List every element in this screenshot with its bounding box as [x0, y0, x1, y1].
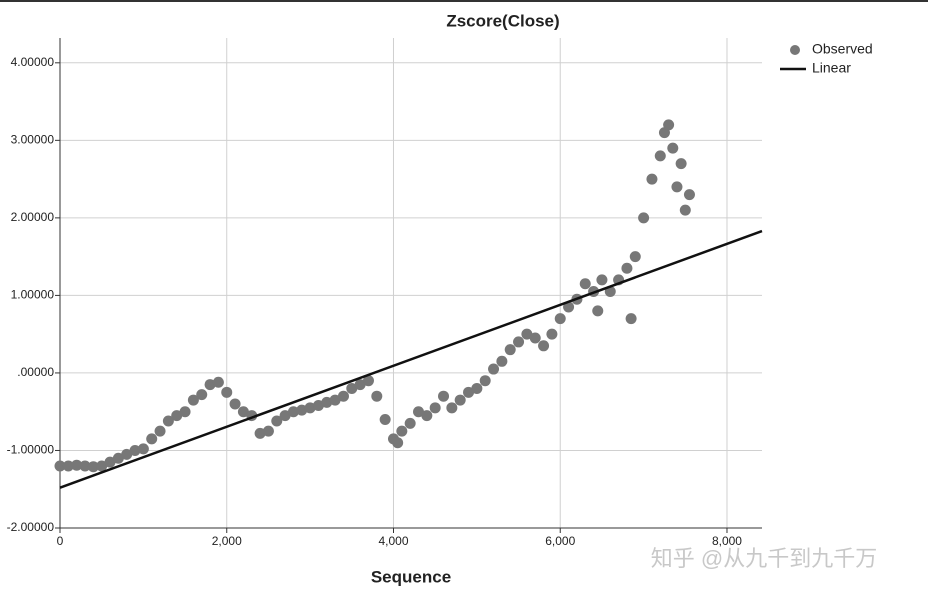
- y-tick-label: -2.00000: [7, 520, 55, 534]
- data-point: [629, 251, 641, 263]
- data-point: [337, 390, 349, 402]
- x-tick-label: 6,000: [545, 534, 575, 548]
- legend-label: Linear: [812, 60, 851, 76]
- data-point: [438, 390, 450, 402]
- data-point: [229, 398, 241, 410]
- data-point: [329, 394, 341, 406]
- data-point: [304, 402, 316, 414]
- data-point: [62, 460, 74, 472]
- data-point: [271, 415, 283, 427]
- data-point: [504, 344, 516, 356]
- data-point: [671, 181, 683, 193]
- data-point: [413, 406, 425, 418]
- data-point: [667, 142, 679, 154]
- data-point: [621, 262, 633, 274]
- data-point: [663, 119, 675, 131]
- data-point: [579, 278, 591, 290]
- legend-marker: [790, 45, 800, 55]
- legend-label: Observed: [812, 41, 873, 57]
- data-point: [129, 444, 141, 456]
- y-tick-label: 1.00000: [11, 288, 55, 302]
- data-point: [654, 150, 666, 162]
- data-point: [596, 274, 608, 286]
- x-tick-label: 2,000: [212, 534, 242, 548]
- y-tick-label: 3.00000: [11, 133, 55, 147]
- data-point: [638, 212, 650, 224]
- data-point: [321, 396, 333, 408]
- data-point: [513, 336, 525, 348]
- data-point: [446, 402, 458, 414]
- data-point: [371, 390, 383, 402]
- data-point: [679, 204, 691, 216]
- data-point: [137, 443, 149, 455]
- data-point: [496, 355, 508, 367]
- data-point: [421, 410, 433, 422]
- data-point: [429, 402, 441, 414]
- data-point: [254, 427, 266, 439]
- data-point: [354, 379, 366, 391]
- data-point: [196, 389, 208, 401]
- data-point: [488, 363, 500, 375]
- y-tick-label: .00000: [17, 365, 54, 379]
- data-point: [112, 452, 124, 464]
- chart-title: Zscore(Close): [446, 11, 559, 30]
- data-point: [683, 189, 695, 201]
- data-point: [362, 375, 374, 387]
- data-point: [675, 158, 687, 170]
- data-point: [479, 375, 491, 387]
- data-point: [554, 313, 566, 325]
- data-point: [454, 394, 466, 406]
- y-tick-label: 2.00000: [11, 210, 55, 224]
- data-point: [187, 394, 199, 406]
- data-point: [179, 406, 191, 418]
- data-point: [646, 173, 658, 185]
- data-point: [162, 415, 174, 427]
- data-point: [563, 301, 575, 313]
- data-point: [54, 460, 66, 472]
- data-point: [463, 386, 475, 398]
- data-point: [204, 379, 216, 391]
- data-point: [104, 456, 116, 468]
- watermark: 知乎 @从九千到九千万: [651, 546, 877, 571]
- x-axis-label: Sequence: [371, 567, 451, 586]
- data-point: [171, 410, 183, 422]
- data-point: [529, 332, 541, 344]
- data-point: [471, 382, 483, 394]
- x-tick-label: 4,000: [378, 534, 408, 548]
- data-point: [146, 433, 158, 445]
- data-point: [521, 328, 533, 340]
- data-point: [121, 448, 133, 460]
- data-point: [396, 425, 408, 437]
- data-point: [87, 461, 99, 473]
- data-point: [212, 376, 224, 388]
- y-tick-label: -1.00000: [7, 443, 55, 457]
- data-point: [392, 437, 404, 449]
- data-point: [346, 382, 358, 394]
- data-point: [96, 460, 108, 472]
- x-tick-label: 8,000: [712, 534, 742, 548]
- data-point: [237, 406, 249, 418]
- data-point: [221, 386, 233, 398]
- data-point: [262, 425, 274, 437]
- fit-line: [59, 229, 763, 489]
- data-point: [546, 328, 558, 340]
- x-tick-label: 0: [57, 534, 64, 548]
- data-point: [71, 459, 83, 471]
- data-point: [625, 313, 637, 325]
- data-point: [296, 404, 308, 416]
- data-point: [279, 410, 291, 422]
- data-point: [404, 417, 416, 429]
- data-point: [154, 425, 166, 437]
- data-point: [538, 340, 550, 352]
- data-point: [79, 460, 91, 472]
- data-point: [312, 400, 324, 411]
- data-point: [379, 413, 391, 425]
- data-point: [592, 305, 604, 317]
- data-point: [287, 406, 299, 418]
- y-tick-label: 4.00000: [11, 55, 55, 69]
